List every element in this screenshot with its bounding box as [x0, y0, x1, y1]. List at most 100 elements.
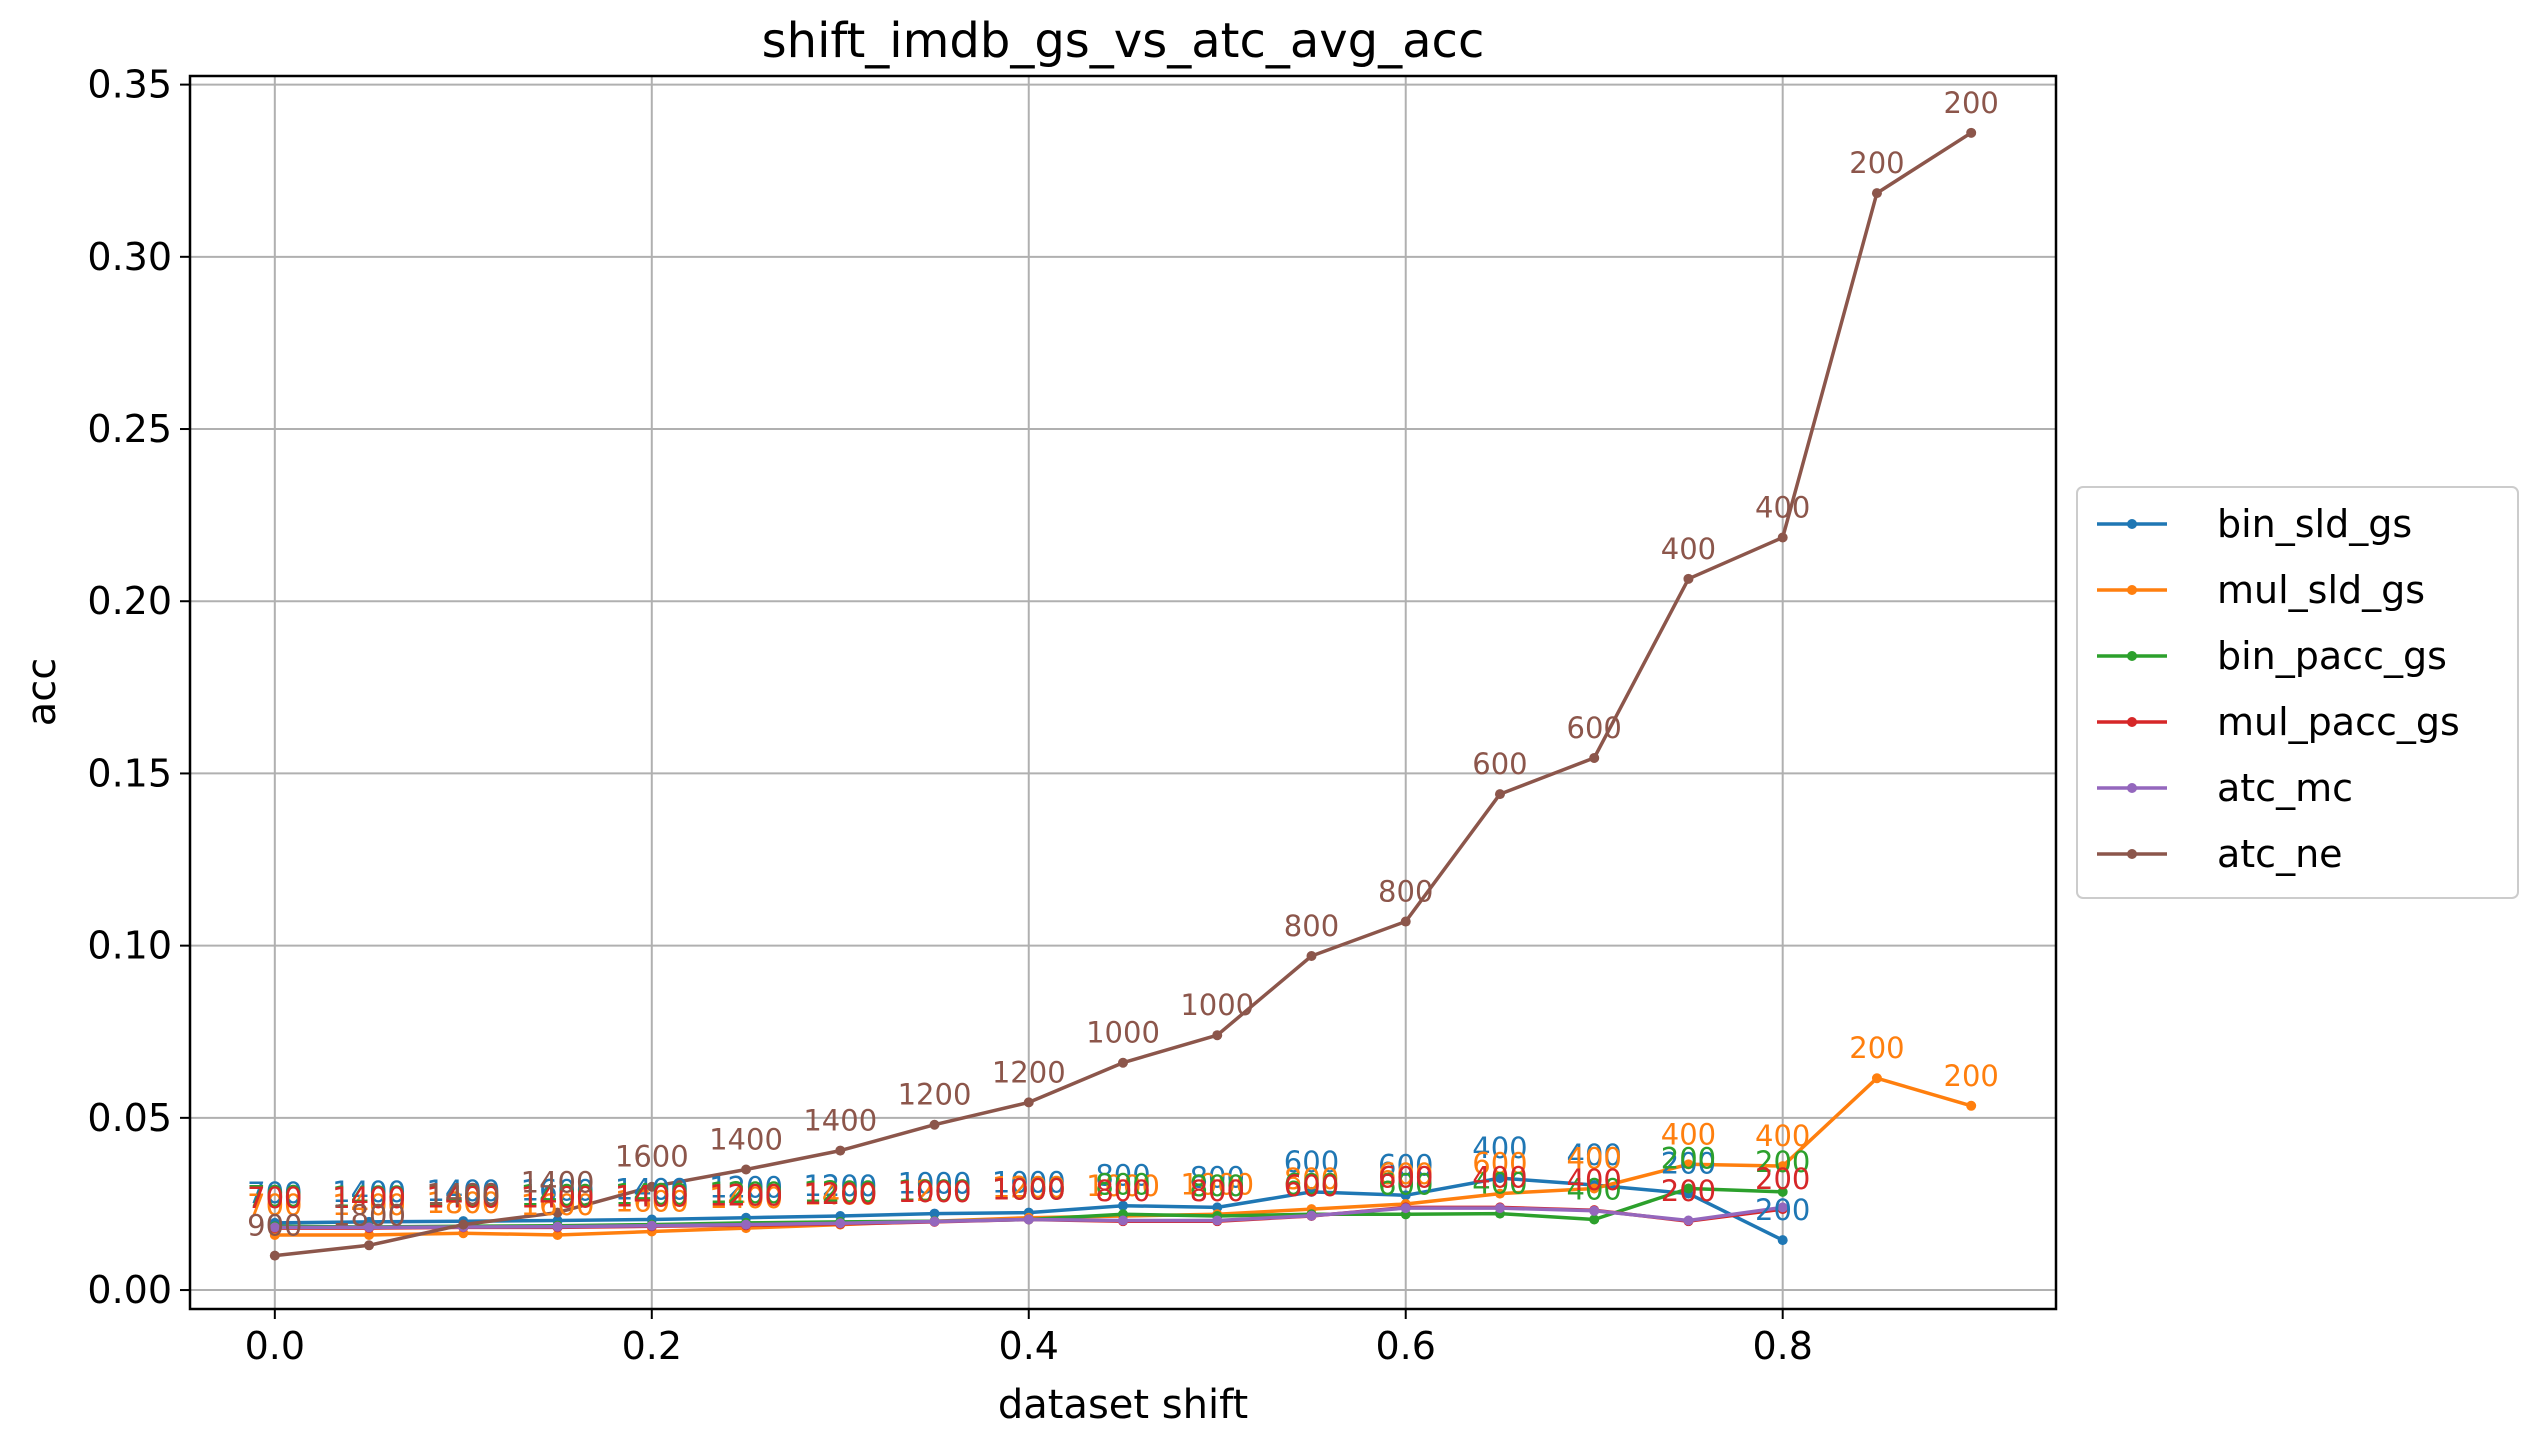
data-label: 200 [1661, 1141, 1716, 1175]
data-label: 1600 [521, 1188, 595, 1222]
data-label: 400 [1472, 1160, 1527, 1194]
x-tick-label: 0.0 [245, 1324, 305, 1368]
data-label: 400 [1755, 1119, 1810, 1153]
data-point [1306, 1210, 1317, 1221]
data-label: 700 [247, 1188, 302, 1222]
data-label: 200 [1755, 1162, 1810, 1196]
data-point [269, 1250, 280, 1261]
series-bin_sld_gs [269, 1173, 1788, 1246]
data-label: 800 [1378, 875, 1433, 909]
data-label: 1400 [709, 1181, 783, 1215]
chart-title: shift_imdb_gs_vs_atc_avg_acc [762, 13, 1485, 69]
data-label: 1400 [332, 1188, 406, 1222]
data-label: 600 [1567, 711, 1622, 745]
data-point [835, 1218, 846, 1229]
data-point [1683, 1159, 1694, 1170]
data-point [1212, 1215, 1223, 1226]
data-point [1589, 1205, 1600, 1216]
data-point [1212, 1030, 1223, 1041]
data-label: 1800 [332, 1198, 406, 1232]
data-label: 1400 [521, 1179, 595, 1213]
data-label: 600 [1284, 1167, 1339, 1201]
y-tick-label: 0.05 [87, 1096, 172, 1140]
data-label: 800 [1190, 1169, 1245, 1203]
legend-marker [2127, 849, 2137, 859]
data-label: 200 [1661, 1174, 1716, 1208]
data-point [1306, 1186, 1317, 1197]
data-label: 600 [1378, 1167, 1433, 1201]
data-point [1777, 1235, 1788, 1246]
data-point [1777, 532, 1788, 543]
data-point [741, 1219, 752, 1230]
y-tick-label: 0.15 [87, 751, 172, 795]
data-label: 1000 [992, 1172, 1066, 1206]
data-label: 1200 [898, 1174, 972, 1208]
data-label: 200 [1849, 1031, 1904, 1065]
data-label: 1400 [709, 1123, 783, 1157]
data-point [741, 1164, 752, 1175]
data-label: 400 [1661, 1117, 1716, 1151]
data-label: 1400 [615, 1179, 689, 1213]
data-label: 700 [247, 1181, 302, 1215]
data-label: 200 [1755, 1193, 1810, 1227]
data-label: 1400 [426, 1180, 500, 1214]
series-layer [269, 127, 1977, 1261]
data-point [1023, 1097, 1034, 1108]
data-label: 600 [1378, 1157, 1433, 1191]
data-point [1494, 1203, 1505, 1214]
series-atc_mc [269, 1202, 1788, 1233]
y-tick-label: 0.10 [87, 924, 172, 968]
data-point [364, 1222, 375, 1233]
grid [190, 76, 2056, 1309]
y-tick-label: 0.20 [87, 579, 172, 623]
data-label: 400 [1567, 1172, 1622, 1206]
data-label: 1000 [1180, 1167, 1254, 1201]
data-point [1589, 1214, 1600, 1225]
x-tick-label: 0.6 [1376, 1324, 1436, 1368]
legend-marker [2127, 651, 2137, 661]
data-point [1777, 1161, 1788, 1172]
plot-area-frame [188, 74, 2058, 1311]
data-label: 800 [1095, 1159, 1150, 1193]
data-label: 700 [247, 1179, 302, 1213]
data-label: 800 [1284, 1162, 1339, 1196]
y-tick-label: 0.35 [87, 63, 172, 107]
data-label: 700 [247, 1176, 302, 1210]
data-point [1871, 188, 1882, 199]
data-label: 400 [1567, 1141, 1622, 1175]
data-label: 200 [1661, 1147, 1716, 1181]
data-label: 1200 [709, 1178, 783, 1212]
data-label: 200 [1944, 86, 1999, 120]
data-label: 1200 [992, 1171, 1066, 1205]
data-label: 1200 [803, 1177, 877, 1211]
data-label: 400 [1661, 532, 1716, 566]
series-atc_ne [269, 127, 1977, 1261]
data-point [835, 1145, 846, 1156]
data-label: 800 [1284, 909, 1339, 943]
data-point [1118, 1215, 1128, 1226]
data-label: 600 [1284, 1169, 1339, 1203]
legend-label: mul_sld_gs [2217, 568, 2425, 612]
y-axis-label: acc [19, 658, 65, 727]
data-label: 1400 [615, 1178, 689, 1212]
data-point [552, 1207, 563, 1218]
data-point [1494, 1188, 1505, 1199]
data-point [1118, 1200, 1128, 1211]
data-point [1683, 1183, 1694, 1194]
data-label: 1400 [426, 1179, 500, 1213]
data-point [458, 1219, 469, 1230]
data-point [1683, 573, 1694, 584]
data-label: 200 [1944, 1059, 1999, 1093]
data-label: 400 [1755, 491, 1810, 525]
data-point [1871, 1073, 1882, 1084]
data-point [1966, 1100, 1977, 1111]
data-point [1494, 789, 1505, 800]
data-point [364, 1229, 375, 1240]
legend-label: atc_mc [2217, 766, 2353, 810]
data-label: 1000 [898, 1167, 972, 1201]
data-label: 1800 [426, 1186, 500, 1220]
data-point [1400, 1190, 1411, 1201]
data-label: 1400 [426, 1178, 500, 1212]
data-label: 1200 [898, 1078, 972, 1112]
data-label: 400 [1567, 1138, 1622, 1172]
